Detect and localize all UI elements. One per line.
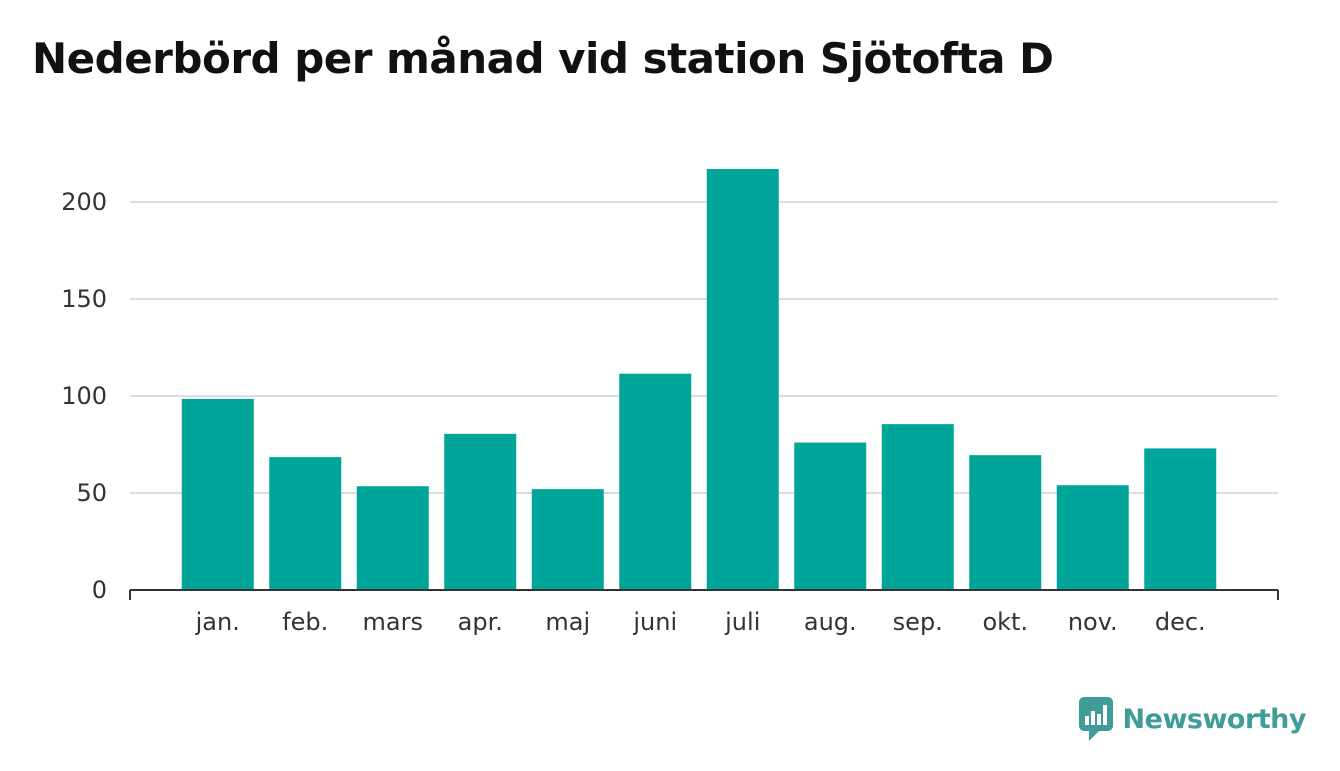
x-tick-label: jan. [195, 608, 240, 636]
bar-chart: 0 50 100 150 200 jan. feb. mars apr. maj juni juli… [61, 169, 1279, 636]
x-tick-label: feb. [282, 608, 328, 636]
x-tick-label: nov. [1068, 608, 1118, 636]
x-tick-label: apr. [458, 608, 503, 636]
x-tick-label: okt. [982, 608, 1028, 636]
newsworthy-logo-icon [1078, 697, 1113, 741]
y-tick-label: 100 [61, 382, 107, 410]
x-tick-label: mars [363, 608, 423, 636]
x-tick-label: dec. [1155, 608, 1206, 636]
y-tick-label: 150 [61, 285, 107, 313]
bars [181, 169, 1217, 590]
gridlines [130, 201, 1278, 494]
y-tick-label: 0 [92, 576, 107, 604]
brand-logo[interactable]: Newsworthy [1078, 696, 1307, 742]
bar-nov [1056, 485, 1129, 590]
x-tick-label: aug. [804, 608, 857, 636]
chart-title: Nederbörd per månad vid station Sjötofta… [32, 34, 1054, 83]
bar-juli [706, 169, 779, 590]
y-tick-label: 200 [61, 188, 107, 216]
bar-mars [356, 486, 429, 590]
x-axis-tick-labels: jan. feb. mars apr. maj juni juli aug. sep. okt. n… [195, 608, 1206, 636]
x-tick-label: maj [545, 608, 590, 636]
bar-maj [531, 489, 604, 590]
bar-juni [619, 373, 692, 590]
x-tick-label: juli [724, 608, 760, 636]
bar-aug [794, 442, 867, 590]
x-axis [129, 589, 1279, 600]
bar-feb [269, 457, 342, 590]
bar-sep [881, 424, 954, 590]
bar-jan [181, 398, 254, 590]
x-tick-label: juni [632, 608, 677, 636]
bar-dec [1144, 448, 1217, 590]
x-tick-label: sep. [893, 608, 943, 636]
brand-name: Newsworthy [1122, 703, 1307, 735]
bar-okt [969, 455, 1042, 590]
y-tick-label: 50 [76, 479, 107, 507]
y-axis-tick-labels: 0 50 100 150 200 [61, 188, 107, 604]
bar-apr [444, 433, 517, 590]
